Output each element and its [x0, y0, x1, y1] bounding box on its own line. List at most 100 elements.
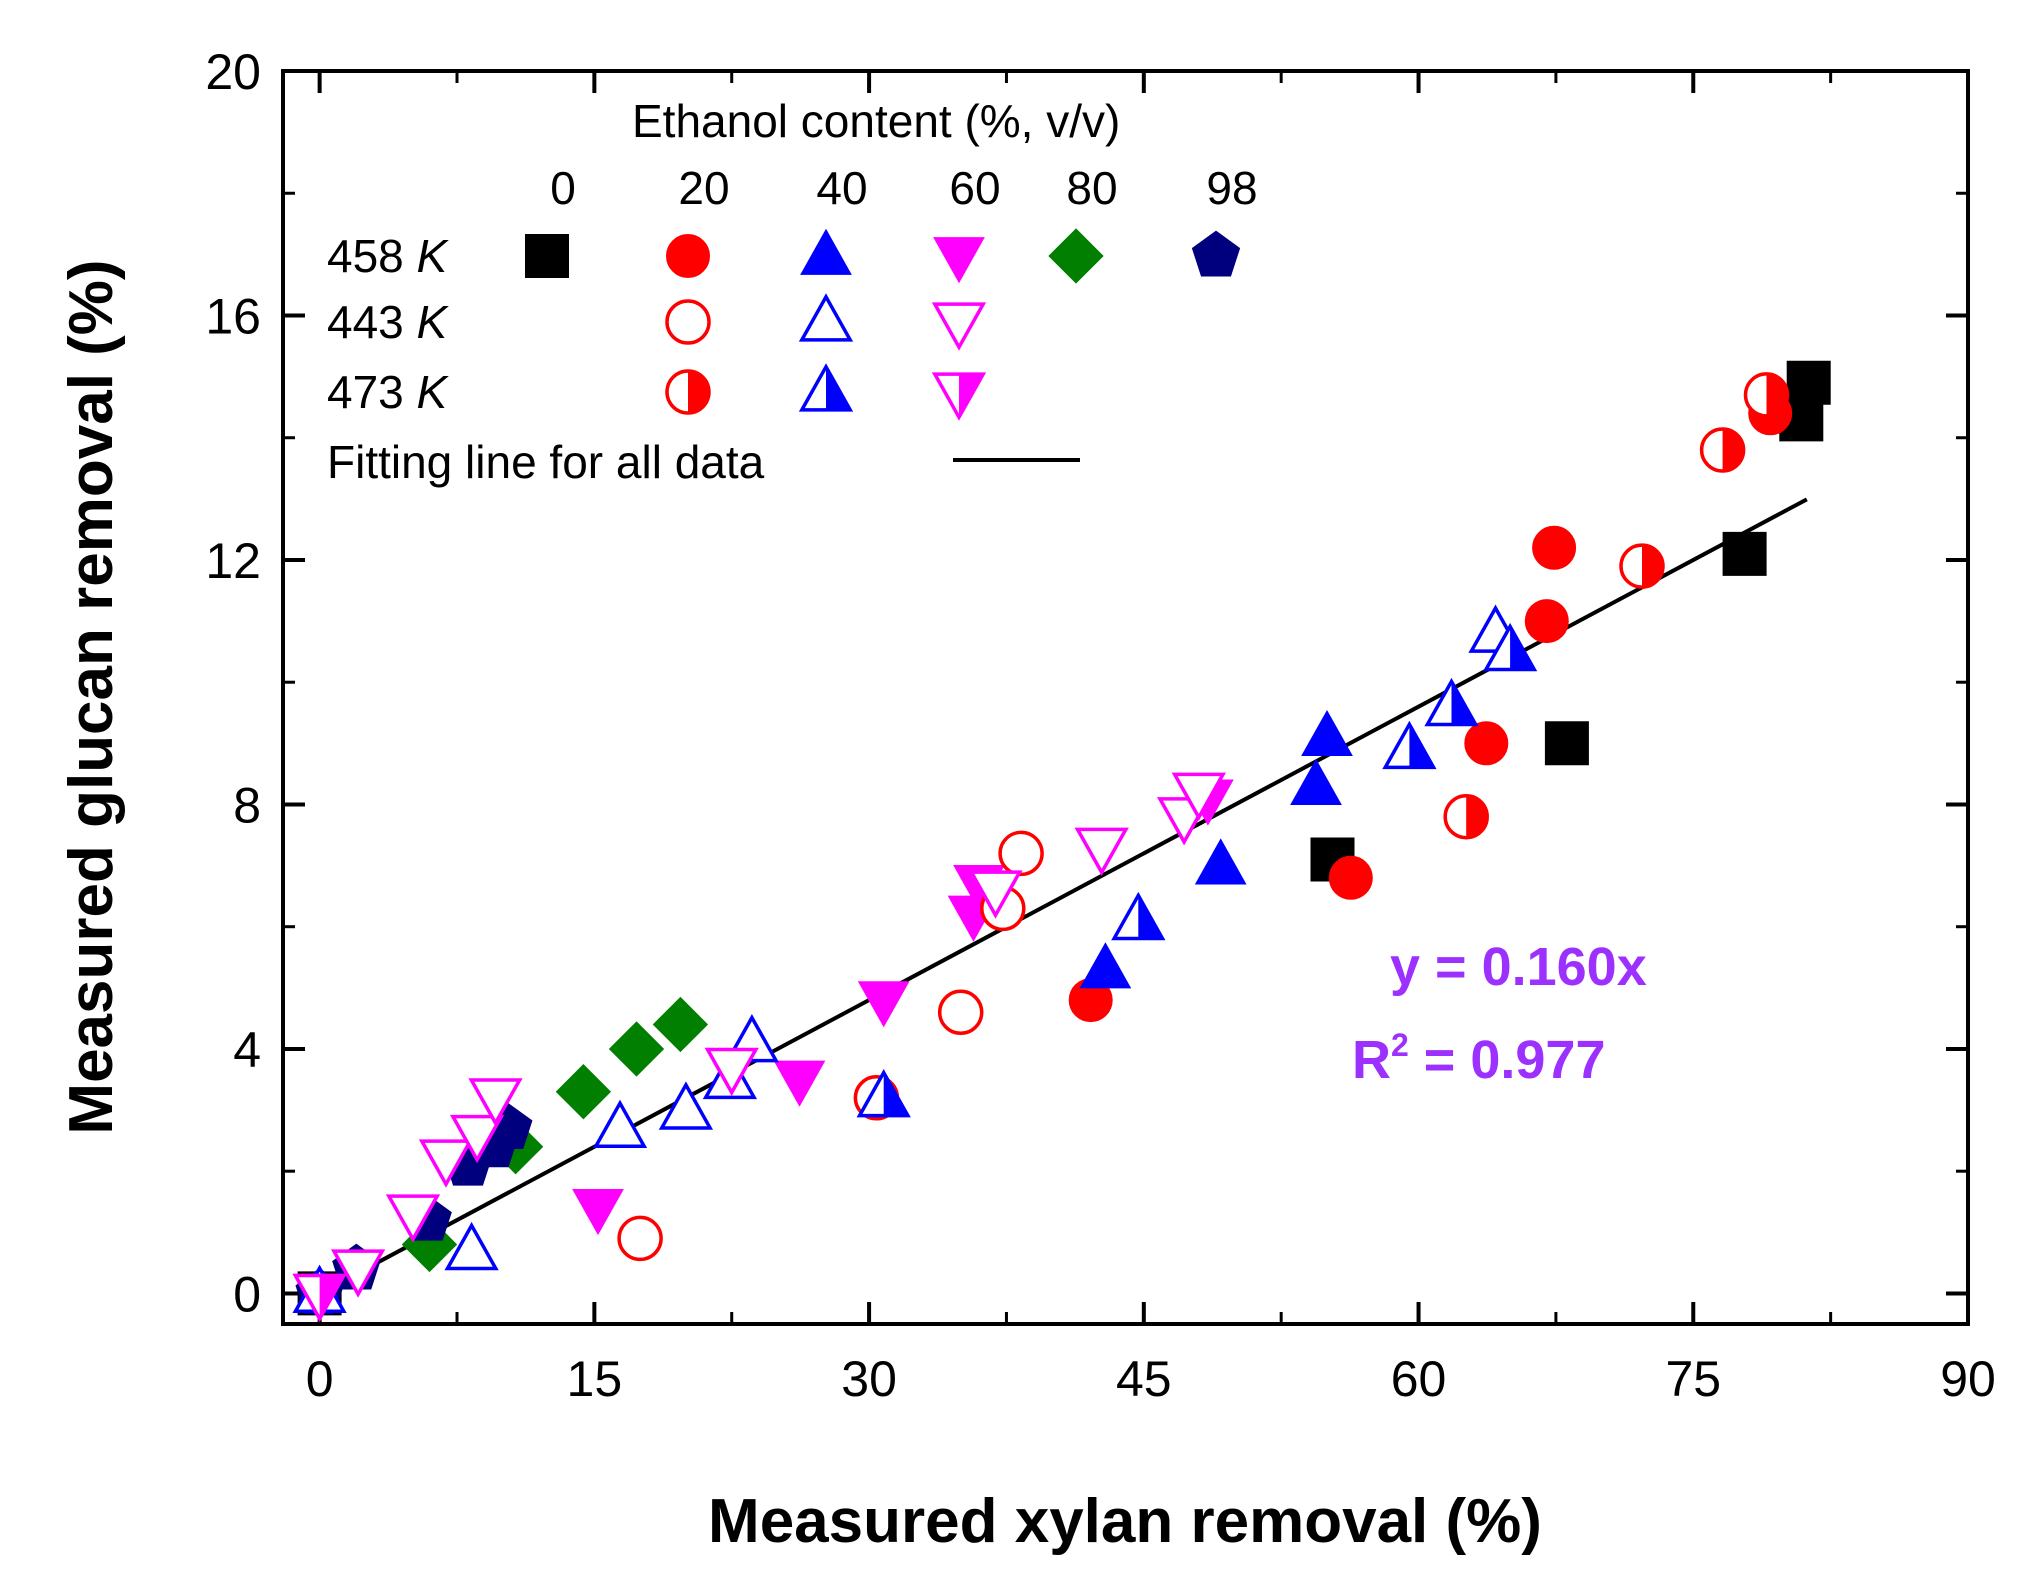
data-point [857, 981, 910, 1028]
legend-marker [798, 293, 854, 342]
legend-column-headers: 0 20 40 60 80 98 [550, 162, 1257, 214]
legend-row-temperature: 473 [327, 366, 417, 418]
legend-marker [800, 228, 852, 275]
legend-markers [525, 228, 1241, 421]
data-point [1111, 891, 1166, 941]
data-point [1328, 855, 1373, 900]
y-axis-title: Measured glucan removal (%) [57, 259, 126, 1134]
fit-line [318, 497, 1808, 1296]
data-point [1619, 543, 1665, 589]
r2-superscript: 2 [1391, 1027, 1409, 1063]
x-axis-title: Measured xylan removal (%) [708, 1487, 1542, 1556]
data-point [1743, 372, 1790, 418]
data-point [608, 1021, 665, 1077]
fit-equation: y = 0.160x [1390, 937, 1647, 997]
y-tick-label: 16 [205, 288, 261, 344]
data-point [1464, 721, 1509, 766]
legend-column-header: 20 [678, 162, 729, 214]
data-point [555, 1064, 612, 1120]
data-point [998, 830, 1044, 877]
legend-marker [525, 234, 569, 278]
x-tick-label: 60 [1391, 1351, 1447, 1407]
data-point [1544, 721, 1589, 766]
legend-row-temperature: 458 [327, 230, 417, 282]
data-point [592, 1099, 648, 1149]
data-point [1290, 758, 1342, 805]
data-point [1301, 709, 1353, 757]
legend-marker [931, 372, 987, 421]
data-point [385, 1194, 441, 1243]
y-tick-label: 20 [205, 44, 261, 100]
fit-r-squared: R2 = 0.977 [1352, 1027, 1605, 1090]
x-tick-label: 45 [1116, 1351, 1172, 1407]
data-point [1482, 622, 1538, 672]
r2-value: = 0.977 [1409, 1030, 1606, 1090]
data-point [1699, 427, 1746, 473]
data-point [1532, 525, 1577, 570]
legend-row-label: 458 K [327, 230, 450, 282]
y-tick-label: 12 [205, 533, 261, 589]
data-point [1786, 360, 1831, 405]
legend-column-header: 40 [816, 162, 867, 214]
legend-row-temperature: 443 [327, 296, 417, 348]
data-point [968, 870, 1023, 919]
data-point [572, 1189, 624, 1236]
legend-marker [933, 237, 985, 284]
legend-column-header: 98 [1206, 162, 1257, 214]
data-point [617, 1215, 663, 1262]
data-point [1074, 827, 1129, 876]
plot-frame [281, 69, 1970, 1326]
legend-marker [665, 369, 711, 415]
legend-row-unit: K [417, 366, 450, 418]
x-tick-label: 15 [567, 1351, 623, 1407]
x-tick-label: 90 [1940, 1351, 1996, 1407]
legend-marker [798, 363, 854, 412]
data-point [856, 1069, 911, 1118]
data-point [468, 1078, 523, 1127]
data-point [1524, 599, 1569, 644]
data-point [330, 1249, 386, 1298]
y-tick-label: 4 [233, 1022, 261, 1078]
legend-marker [931, 302, 987, 351]
data-point [449, 1114, 505, 1164]
legend-column-header: 60 [949, 162, 1000, 214]
legend-row-label: 443 K [327, 296, 450, 348]
x-tick-label: 75 [1665, 1351, 1721, 1407]
legend-row-unit: K [417, 230, 450, 282]
data-point [704, 1047, 759, 1097]
data-point [292, 1273, 347, 1323]
data-point [1443, 793, 1489, 840]
legend-column-header: 0 [550, 162, 576, 214]
legend-column-header: 80 [1066, 162, 1117, 214]
legend-row-unit: K [417, 296, 450, 348]
x-axis: 0 15 30 45 60 75 90 [306, 71, 1996, 1407]
data-point [773, 1060, 826, 1107]
data-point [658, 1081, 714, 1130]
x-tick-label: 30 [841, 1351, 897, 1407]
r2-prefix: R [1352, 1030, 1391, 1090]
data-point [1722, 531, 1767, 576]
data-point [418, 1139, 474, 1188]
data-point [652, 996, 709, 1053]
y-tick-label: 8 [233, 777, 261, 833]
data-point [1382, 720, 1437, 770]
legend-marker [1191, 230, 1241, 277]
data-point [444, 1221, 499, 1271]
data-point [1194, 838, 1247, 885]
x-tick-label: 0 [306, 1351, 334, 1407]
legend-fit-label: Fitting line for all data [327, 436, 765, 488]
legend-row-label: 473 K [327, 366, 450, 418]
data-points [292, 360, 1831, 1323]
data-point [1424, 677, 1479, 727]
y-tick-label: 0 [233, 1266, 261, 1322]
data-point [1171, 772, 1226, 821]
data-point [1079, 942, 1132, 989]
legend-marker [666, 234, 710, 278]
legend: Ethanol content (%, v/v) 0 20 40 60 80 98 458… [327, 95, 1258, 488]
legend-title: Ethanol content (%, v/v) [632, 95, 1120, 147]
legend-marker [665, 299, 711, 345]
data-point [937, 989, 984, 1036]
